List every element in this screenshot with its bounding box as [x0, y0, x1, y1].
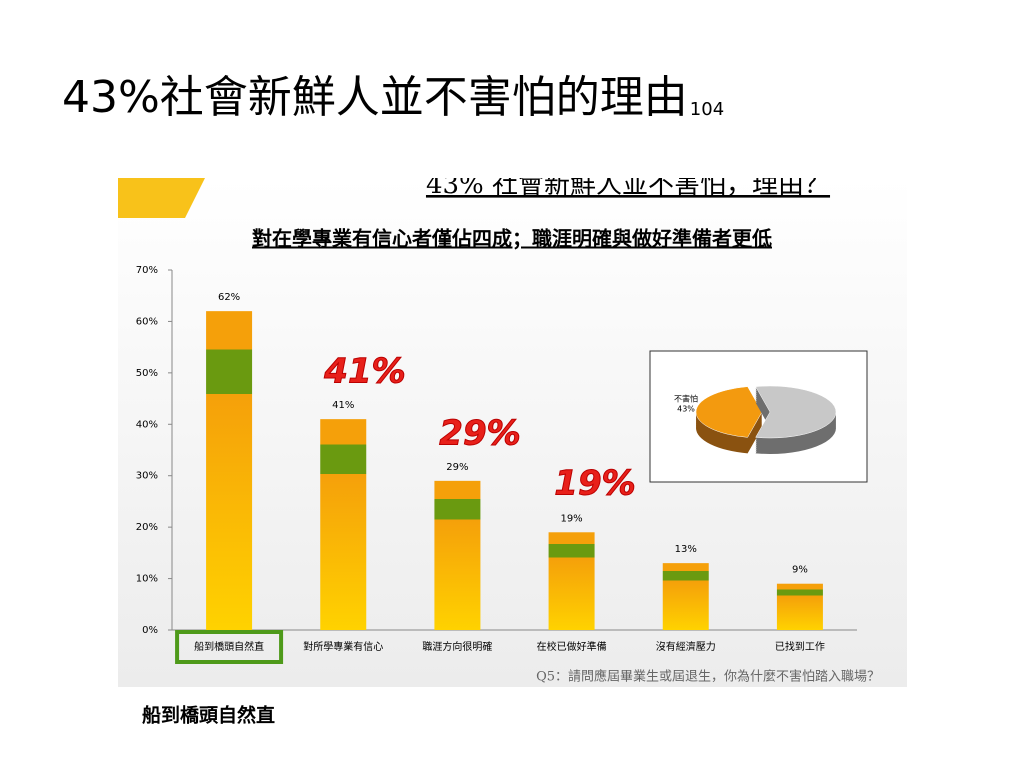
- y-tick-label: 20%: [136, 522, 158, 533]
- value-label: 13%: [675, 544, 697, 555]
- pie-slice: [755, 385, 837, 439]
- x-tick-label: 在校已做好準備: [537, 640, 607, 653]
- bar: [206, 311, 253, 630]
- value-label: 62%: [218, 292, 240, 303]
- bar: [434, 480, 481, 630]
- x-tick-label: 船到橋頭自然直: [194, 640, 264, 653]
- y-tick-label: 30%: [136, 471, 158, 482]
- category-highlight: [175, 630, 284, 664]
- value-label: 19%: [560, 513, 582, 524]
- bar: [548, 532, 595, 630]
- x-tick-label: 沒有經濟壓力: [656, 640, 716, 653]
- value-label: 9%: [792, 565, 808, 576]
- chart: 43% 社會新鮮人並不害怕，理由？ 對在學專業有信心者僅佔四成；職涯明確與做好準…: [118, 170, 907, 687]
- value-label: 29%: [446, 462, 468, 473]
- x-tick-label: 對所學專業有信心: [303, 640, 383, 653]
- chart-subtitle: 對在學專業有信心者僅佔四成；職涯明確與做好準備者更低: [252, 227, 772, 251]
- bar: [320, 419, 367, 630]
- y-tick-label: 60%: [136, 316, 158, 327]
- annotation: 41%: [323, 352, 405, 392]
- slide-title: 43%社會新鮮人並不害怕的理由: [62, 72, 688, 123]
- slide-title-suffix: 104: [690, 99, 724, 120]
- annotation: 29%: [439, 414, 520, 454]
- y-tick-label: 10%: [136, 574, 158, 585]
- y-tick-label: 50%: [136, 368, 158, 379]
- value-label: 41%: [332, 400, 354, 411]
- pie-value-label: 43%: [677, 405, 695, 414]
- x-tick-label: 職涯方向很明確: [422, 640, 492, 653]
- y-tick-label: 40%: [136, 419, 158, 430]
- caption: 船到橋頭自然直: [142, 704, 275, 727]
- y-tick-label: 70%: [136, 265, 158, 276]
- bar: [662, 563, 709, 630]
- annotation: 19%: [554, 464, 635, 504]
- pie-slice: [695, 386, 763, 438]
- y-tick-label: 0%: [142, 625, 158, 636]
- x-tick-label: 已找到工作: [775, 640, 825, 653]
- pie-label: 不害怕: [674, 394, 698, 404]
- note: Q5：請問應屆畢業生或屆退生，你為什麼不害怕踏入職場？: [536, 669, 880, 685]
- bar: [776, 583, 823, 630]
- badge: [118, 178, 205, 218]
- chart-title: 43% 社會新鮮人並不害怕，理由？: [426, 170, 830, 200]
